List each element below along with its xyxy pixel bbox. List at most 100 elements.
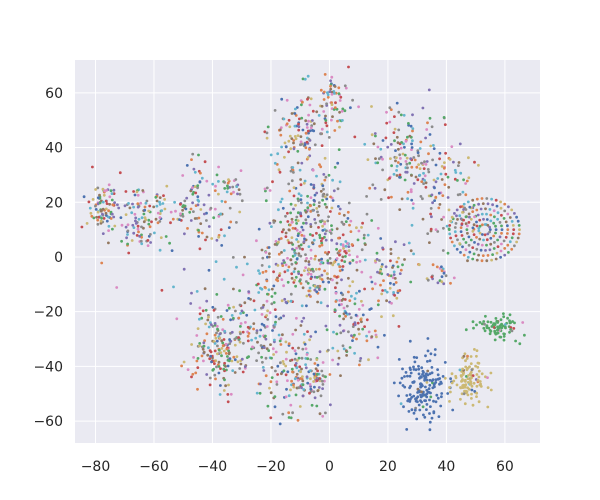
scatter-point [358,260,362,263]
scatter-point [314,221,317,225]
scatter-point [293,267,297,271]
scatter-point [211,368,215,372]
scatter-point [196,357,200,360]
scatter-point [294,275,298,279]
scatter-point [337,92,341,95]
scatter-point [269,380,273,384]
scatter-point [466,367,469,370]
scatter-point [467,212,471,216]
scatter-point [429,227,433,231]
scatter-point [297,122,300,126]
scatter-point [164,235,168,238]
scatter-point [215,365,218,369]
scatter-point [360,299,363,303]
scatter-point [222,389,226,392]
scatter-point [107,209,110,213]
scatter-point [363,142,367,146]
scatter-point [427,170,431,174]
scatter-point [323,379,326,383]
scatter-point [311,168,315,172]
scatter-point [213,349,217,353]
scatter-point [343,250,347,253]
scatter-point [408,393,412,396]
scatter-point [264,356,268,360]
scatter-point [500,224,503,228]
scatter-point [214,260,218,263]
scatter-point [427,88,431,92]
scatter-point [469,238,473,242]
scatter-point [326,252,329,256]
scatter-point [480,322,484,326]
scatter-point [335,332,339,336]
scatter-point [107,229,110,233]
scatter-point [320,243,324,247]
scatter-point [483,329,487,333]
scatter-point [344,86,348,90]
scatter-point [475,373,479,376]
scatter-point [420,400,423,404]
scatter-point [503,323,507,326]
scatter-point [309,225,313,229]
scatter-point [293,357,297,361]
scatter-point [326,261,330,265]
scatter-point [378,271,381,275]
scatter-point [216,352,219,356]
scatter-point [429,207,433,210]
scatter-point [202,350,206,354]
scatter-point [323,222,326,226]
scatter-point [280,97,284,101]
scatter-point [158,248,162,252]
scatter-point [312,198,316,202]
scatter-point [463,379,467,383]
scatter-point [353,135,357,139]
scatter-point [300,386,303,390]
scatter-point [341,233,345,237]
scatter-point [100,216,103,220]
scatter-point [495,204,499,208]
scatter-point [283,297,287,301]
scatter-point [461,384,465,387]
scatter-point [478,224,482,228]
scatter-point [309,183,313,186]
scatter-point [373,329,377,333]
scatter-point [109,217,113,220]
scatter-point [134,219,137,223]
scatter-point [276,152,280,156]
scatter-point [311,267,314,271]
scatter-point [473,348,476,351]
scatter-point [214,336,218,340]
scatter-point [431,158,434,162]
scatter-point [216,344,219,348]
scatter-point [270,302,274,306]
scatter-point [451,408,455,412]
scatter-point [489,329,493,333]
scatter-point [196,366,200,369]
scatter-point [292,194,296,198]
scatter-point [224,200,227,204]
scatter-point [411,129,414,133]
scatter-point [381,157,384,161]
scatter-point [88,206,92,210]
scatter-point [523,333,526,337]
scatter-point [353,302,357,306]
scatter-point [315,231,318,235]
scatter-point [467,374,470,377]
scatter-point [261,256,265,260]
scatter-point [448,400,451,403]
scatter-point [472,381,476,385]
scatter-point [219,212,223,216]
scatter-point [485,218,489,221]
scatter-point [329,87,333,91]
scatter-point [287,139,291,143]
scatter-point [260,248,264,252]
scatter-point [421,369,425,373]
scatter-point [502,332,506,336]
scatter-point [459,226,463,230]
scatter-point [401,367,404,371]
scatter-point [243,255,246,259]
scatter-point [301,379,305,383]
scatter-point [342,247,345,250]
scatter-point [171,217,175,221]
scatter-point [311,208,315,212]
scatter-point [326,348,330,352]
